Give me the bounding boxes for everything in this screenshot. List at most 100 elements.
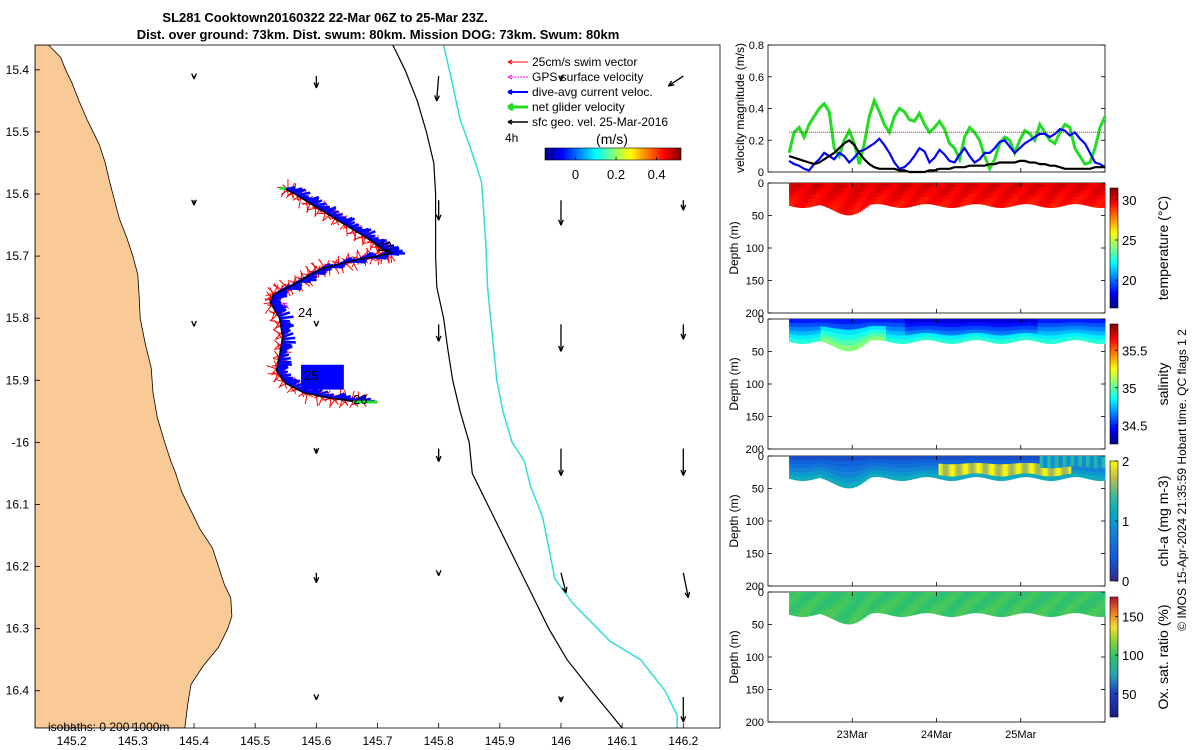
salinity-colorbar-tick-label: 34.5 bbox=[1122, 418, 1147, 433]
date-x-tick-label: 24Mar bbox=[921, 729, 953, 741]
oxygen-y-tick-label: 150 bbox=[746, 685, 764, 697]
surface-geo-velocity-vectors bbox=[191, 73, 691, 723]
temperature-ylabel: Depth (m) bbox=[727, 221, 741, 274]
sfc-geo-vector bbox=[680, 696, 687, 723]
map-x-tick-label: 145.3 bbox=[118, 734, 148, 748]
map-x-tick-label: 145.6 bbox=[301, 734, 331, 748]
velocity-y-tick-label: 0.4 bbox=[749, 104, 764, 116]
time-label-4h: 4h bbox=[505, 131, 518, 145]
chla-colorbar-tick-label: 2 bbox=[1122, 454, 1129, 469]
sfc-geo-vector bbox=[435, 200, 442, 221]
salinity-colorbar-tick-label: 35 bbox=[1122, 381, 1136, 396]
map-y-tick-label: -16 bbox=[12, 435, 30, 449]
map-colorbar-title: (m/s) bbox=[596, 131, 628, 147]
salinity-y-tick-label: 50 bbox=[752, 347, 764, 359]
map-y-tick-label: 16.4 bbox=[6, 684, 30, 698]
chla-y-tick-label: 200 bbox=[746, 581, 764, 593]
sfc-geo-vector bbox=[191, 73, 197, 80]
map-y-tick-label: 15.4 bbox=[6, 63, 30, 77]
glider-track-line bbox=[269, 188, 394, 403]
map-x-tick-label: 146 bbox=[551, 734, 571, 748]
salinity-colorbar-label: salinity bbox=[1155, 363, 1171, 406]
sfc-geo-vector bbox=[680, 200, 687, 211]
legend-sfc-arrowhead bbox=[507, 119, 513, 125]
velocity-y-tick-label: 0.6 bbox=[749, 72, 764, 84]
chla-colorbar-tick-label: 0 bbox=[1122, 574, 1129, 589]
sfc-geo-vector bbox=[434, 75, 441, 102]
date-x-tick-label: 23Mar bbox=[837, 729, 869, 741]
oxygen-colorbar-tick-label: 50 bbox=[1122, 687, 1136, 702]
sfc-geo-vector bbox=[680, 324, 687, 340]
colorbar-tick-label: 0 bbox=[572, 167, 579, 182]
sfc-geo-vector bbox=[435, 448, 442, 462]
velocity-panel: 0 0.2 0.4 0.6 0.8 velocity magnitude (m/s) bbox=[733, 40, 1107, 179]
map-x-tick-label: 146.1 bbox=[607, 734, 637, 748]
isobath-1000m bbox=[442, 45, 678, 728]
current-vector-cluster bbox=[301, 364, 344, 390]
velocity-ylabel: velocity magnitude (m/s) bbox=[733, 43, 747, 173]
map-colorbar-ticks: 0 0.2 0.4 bbox=[572, 157, 666, 182]
velocity-series-line bbox=[788, 138, 1105, 174]
map-y-tick-label: 15.5 bbox=[6, 125, 30, 139]
map-y-ticks: 15.4 15.5 15.6 15.7 15.8 15.9 -16 16.1 16.2 16.3 1… bbox=[6, 63, 40, 698]
salinity-section bbox=[789, 319, 1106, 352]
chla-ylabel: Depth (m) bbox=[727, 494, 741, 547]
sfc-geo-vector bbox=[313, 76, 320, 89]
salinity-colorbar-tick-label: 35.5 bbox=[1122, 343, 1147, 358]
oxygen-colorbar-label: Ox. sat. ratio (%) bbox=[1155, 604, 1171, 709]
sfc-geo-vector bbox=[558, 200, 564, 226]
oxygen-ylabel: Depth (m) bbox=[727, 630, 741, 683]
chla-section bbox=[789, 456, 1106, 489]
day-labels: 23 24 25 26 bbox=[298, 239, 392, 407]
temperature-y-tick-label: 200 bbox=[746, 308, 764, 320]
colorbar-tick-label: 0.2 bbox=[607, 167, 625, 182]
map-x-tick-label: 145.4 bbox=[179, 734, 209, 748]
chla-colorbar-tick-label: 1 bbox=[1122, 514, 1129, 529]
velocity-series bbox=[787, 96, 1107, 174]
legend-net-glider: net glider velocity bbox=[532, 100, 625, 114]
sfc-geo-vector bbox=[435, 324, 442, 342]
velocity-series-line bbox=[787, 96, 1107, 173]
chla-colorbar-label: chl-a (mg m-3) bbox=[1155, 475, 1171, 566]
net-glider-start bbox=[279, 186, 287, 191]
map-x-tick-label: 145.5 bbox=[240, 734, 270, 748]
map-y-tick-label: 15.6 bbox=[6, 187, 30, 201]
chla-y-tick-label: 0 bbox=[758, 451, 764, 463]
sfc-geo-vector bbox=[558, 324, 564, 352]
land-mass bbox=[35, 45, 233, 728]
legend-net-arrowhead bbox=[507, 102, 514, 112]
oxygen-colorbar-tick-label: 150 bbox=[1122, 609, 1144, 624]
day-label: 26 bbox=[353, 392, 367, 407]
temperature-y-tick-label: 50 bbox=[752, 211, 764, 223]
sfc-geo-vector bbox=[558, 75, 564, 82]
day-label: 25 bbox=[304, 368, 318, 383]
map-y-tick-label: 16.2 bbox=[6, 560, 30, 574]
sfc-geo-vector bbox=[560, 572, 568, 594]
sfc-geo-vector bbox=[313, 320, 320, 327]
temperature-y-tick-label: 0 bbox=[758, 178, 764, 190]
chla-y-tick-label: 50 bbox=[752, 484, 764, 496]
salinity-y-tick-label: 0 bbox=[758, 314, 764, 326]
map-y-tick-label: 15.9 bbox=[6, 373, 30, 387]
map-x-tick-label: 145.7 bbox=[362, 734, 392, 748]
figure-title-line1: SL281 Cooktown20160322 22-Mar 06Z to 25-… bbox=[162, 10, 487, 25]
sfc-geo-vector bbox=[191, 199, 197, 206]
sfc-geo-vector bbox=[558, 696, 564, 703]
temperature-colorbar-label: temperature (°C) bbox=[1155, 196, 1171, 300]
oxygen-section bbox=[789, 592, 1106, 625]
sfc-geo-vector bbox=[667, 75, 684, 87]
legend-swim-arrowhead bbox=[507, 59, 513, 65]
legend-gps-velocity: GPS surface velocity bbox=[532, 70, 643, 84]
chla-panel: 0 50 100 150 200 Depth (m) 0 1 2 chl-a (mg m-3) bbox=[727, 451, 1171, 593]
salinity-y-tick-label: 200 bbox=[746, 444, 764, 456]
legend-dive-arrowhead bbox=[507, 89, 513, 95]
oxygen-colorbar-tick-label: 100 bbox=[1122, 648, 1144, 663]
velocity-y-ticks: 0 0.2 0.4 0.6 0.8 bbox=[749, 40, 1105, 179]
legend-dive-avg: dive-avg current veloc. bbox=[532, 85, 653, 99]
date-x-tick-label: 25Mar bbox=[1005, 729, 1037, 741]
map-y-tick-label: 16.3 bbox=[6, 622, 30, 636]
sfc-geo-vector bbox=[313, 572, 320, 584]
map-x-tick-label: 146.2 bbox=[668, 734, 698, 748]
velocity-axes-box bbox=[767, 44, 1106, 173]
